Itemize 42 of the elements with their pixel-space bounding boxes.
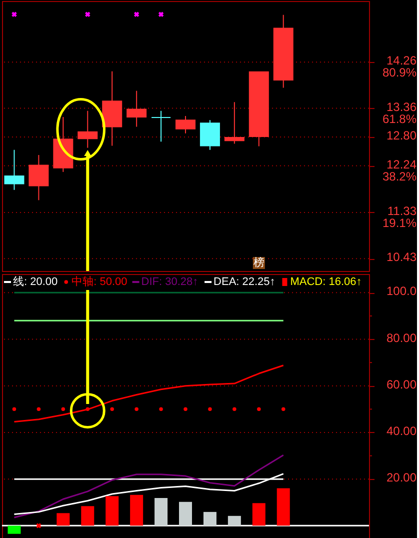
point: [61, 407, 66, 412]
y-tick-label: 12.80: [386, 128, 417, 143]
point: [159, 407, 163, 412]
bar: [106, 496, 119, 526]
point: [36, 523, 42, 528]
bar: [154, 498, 168, 526]
annotation: 榜: [253, 256, 264, 269]
bar: [203, 512, 216, 526]
y-tick-label: 60.00: [386, 377, 417, 392]
point: [12, 407, 16, 412]
bar: [276, 488, 290, 526]
point: [232, 407, 236, 412]
legend-label: DEA: 22.25↑: [214, 276, 276, 288]
point: [184, 407, 188, 412]
bar: [252, 503, 266, 526]
bar: [130, 494, 144, 526]
point: [281, 407, 286, 412]
y-tick-label: 12.24 38.2%: [382, 157, 417, 184]
point: [134, 407, 138, 412]
y-tick-label: 20.00: [386, 470, 417, 485]
legend-label: MACD: 16.06↑: [290, 276, 362, 288]
y-tick-label: 100.0: [386, 284, 417, 298]
bar: [81, 506, 94, 526]
bar: [179, 502, 192, 526]
y-tick-label: 10.43: [386, 250, 417, 264]
legend-label: DIF: 30.28↑: [141, 276, 198, 288]
point: [208, 407, 212, 412]
bar: [228, 516, 241, 526]
y-tick-label: 13.36 61.8%: [382, 100, 417, 126]
point: [36, 407, 41, 412]
point: [110, 407, 114, 412]
y-tick-label: 40.00: [386, 424, 417, 438]
point: [257, 407, 261, 412]
legend-label: 线: 20.00: [13, 275, 58, 288]
line-series: [13, 454, 284, 518]
y-tick-label: 11.33 19.1%: [382, 204, 417, 230]
line-series: [13, 473, 284, 516]
bar: [56, 513, 70, 526]
legend-label: 中轴: 50.00: [72, 275, 128, 288]
y-tick-label: 14.26 80.9%: [382, 54, 417, 80]
bar: [8, 526, 21, 534]
y-tick-label: 80.00: [386, 330, 417, 345]
